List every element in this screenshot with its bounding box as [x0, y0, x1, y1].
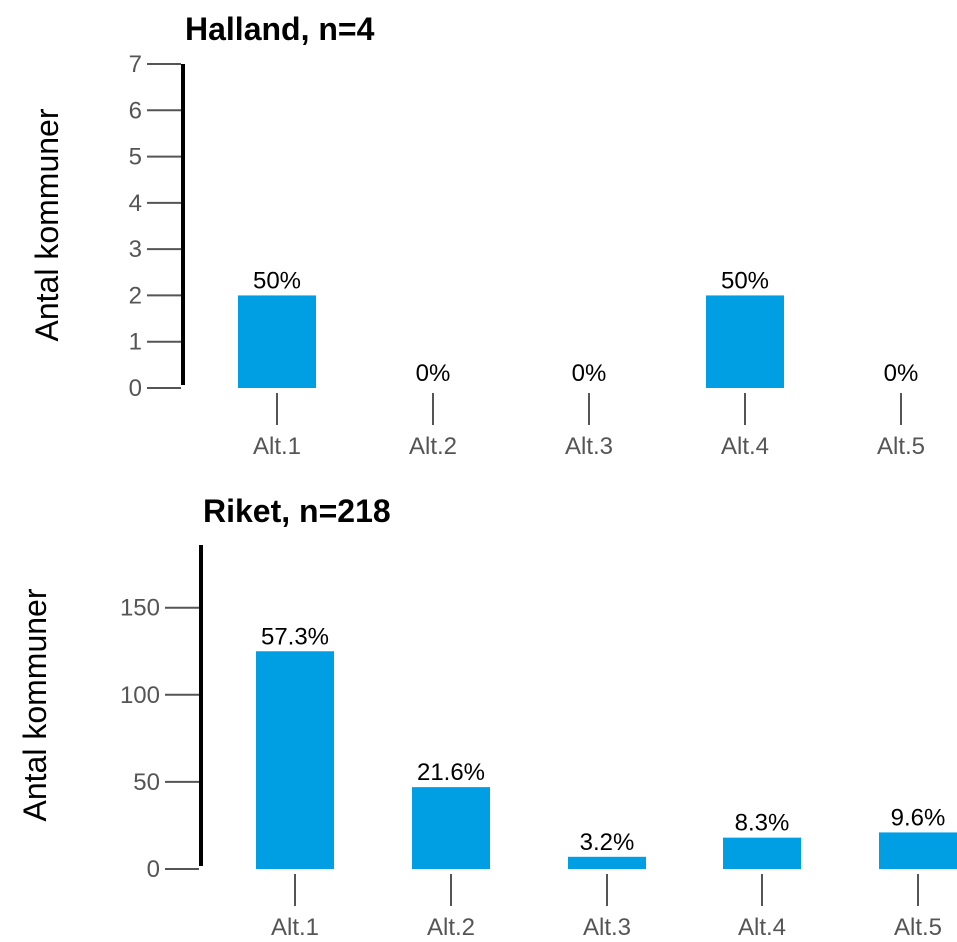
halland-chart-panel: Halland, n=4 Antal kommuner 0 1 2 3 4 5 6 7 50% A…: [29, 11, 925, 460]
y-tick-label: 5: [129, 144, 142, 171]
bar: [256, 651, 334, 869]
y-axis-label: Antal kommuner: [17, 588, 53, 821]
data-label: 21.6%: [417, 759, 485, 786]
y-tick-label: 7: [129, 51, 142, 78]
x-tick-label: Alt.5: [894, 914, 942, 941]
riket-chart-panel: Riket, n=218 Antal kommuner 0 50 100 150 57.…: [17, 493, 957, 941]
data-label: 0%: [884, 360, 919, 387]
data-label: 57.3%: [261, 623, 329, 650]
chart-title: Halland, n=4: [185, 11, 375, 47]
bar: [412, 787, 490, 869]
data-label: 0%: [572, 360, 607, 387]
x-tick-label: Alt.2: [427, 914, 475, 941]
data-label: 8.3%: [735, 810, 790, 837]
bar: [706, 295, 784, 388]
x-tick-label: Alt.2: [409, 433, 457, 460]
bar: [879, 832, 957, 869]
bar: [568, 856, 646, 869]
bar: [238, 295, 316, 388]
bar: [723, 837, 801, 869]
y-tick-label: 0: [129, 375, 142, 402]
y-tick-label: 3: [129, 236, 142, 263]
x-tick-label: Alt.5: [877, 433, 925, 460]
x-tick-label: Alt.3: [583, 914, 631, 941]
data-label: 3.2%: [580, 829, 635, 856]
data-label: 50%: [253, 267, 301, 294]
x-tick-label: Alt.1: [271, 914, 319, 941]
data-label: 50%: [721, 267, 769, 294]
x-tick-label: Alt.3: [565, 433, 613, 460]
x-tick-label: Alt.1: [253, 433, 301, 460]
data-label: 9.6%: [891, 804, 946, 831]
y-tick-label: 0: [147, 856, 160, 883]
chart-title: Riket, n=218: [203, 493, 391, 529]
y-tick-label: 2: [129, 282, 142, 309]
x-tick-label: Alt.4: [721, 433, 769, 460]
data-label: 0%: [416, 360, 451, 387]
y-tick-label: 100: [120, 682, 160, 709]
y-tick-label: 6: [129, 97, 142, 124]
y-tick-label: 1: [129, 329, 142, 356]
x-tick-label: Alt.4: [738, 914, 786, 941]
y-axis-label: Antal kommuner: [29, 108, 65, 341]
y-tick-label: 150: [120, 595, 160, 622]
y-tick-label: 50: [133, 769, 160, 796]
y-tick-label: 4: [129, 190, 142, 217]
